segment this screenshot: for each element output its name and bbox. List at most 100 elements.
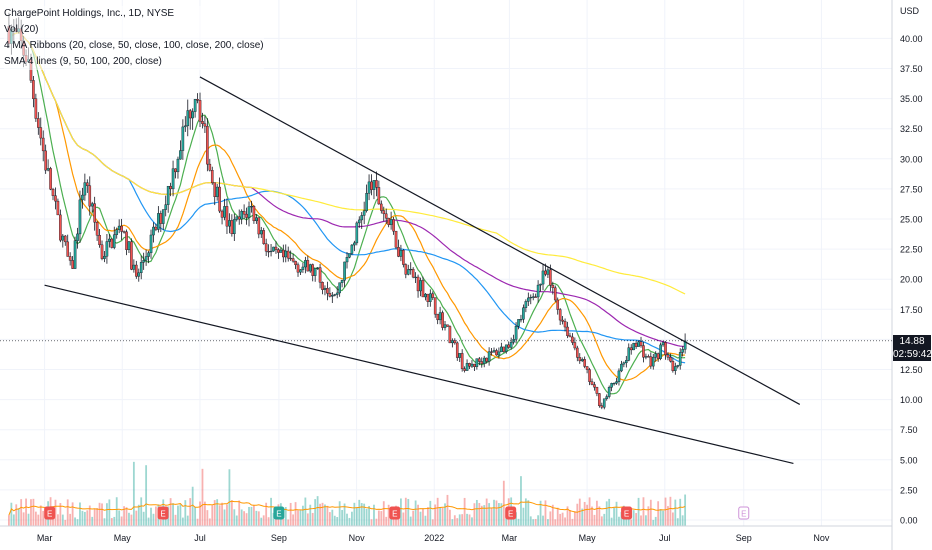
volume-bar xyxy=(27,513,30,526)
candle xyxy=(649,352,653,369)
volume-bar xyxy=(566,506,569,526)
volume-bar xyxy=(539,500,542,526)
volume-bar xyxy=(657,501,660,526)
candle xyxy=(328,287,332,298)
sma-9-line xyxy=(8,31,686,395)
candle xyxy=(132,259,136,273)
candle xyxy=(527,292,530,307)
candle xyxy=(372,180,376,200)
volume-bar xyxy=(132,461,135,526)
candle xyxy=(522,304,525,323)
candle xyxy=(576,345,579,362)
candle xyxy=(669,353,672,363)
x-tick-label: Jul xyxy=(194,533,206,543)
volume-bar xyxy=(321,502,324,526)
volume-bar xyxy=(93,508,96,526)
candle xyxy=(174,168,177,179)
candle xyxy=(416,274,420,298)
trendline-lower xyxy=(44,284,794,464)
volume-bar xyxy=(603,513,606,526)
volume-bar xyxy=(397,517,400,526)
volume-bar xyxy=(588,497,591,526)
volume-bar xyxy=(370,519,373,526)
candle xyxy=(463,366,466,373)
candle xyxy=(139,255,143,280)
candle xyxy=(676,364,680,369)
candle xyxy=(453,338,457,345)
candle xyxy=(169,182,172,197)
legend-vol[interactable]: Vol (20) xyxy=(4,24,39,35)
volume-bar xyxy=(235,515,238,526)
volume-bar xyxy=(527,500,530,526)
volume-bar xyxy=(8,515,10,526)
volume-bar xyxy=(431,519,434,526)
volume-bar xyxy=(191,486,194,526)
volume-bar xyxy=(275,514,277,526)
candle xyxy=(311,263,315,282)
x-tick-label: Jul xyxy=(659,533,671,543)
candle xyxy=(468,362,471,370)
volume-bar xyxy=(292,514,295,526)
trendlines[interactable] xyxy=(44,76,801,464)
volume-bar xyxy=(86,510,89,526)
legend-sma-lines[interactable]: SMA 4 lines (9, 50, 100, 200, close) xyxy=(4,56,162,67)
candle xyxy=(512,334,515,345)
candle xyxy=(517,319,520,330)
candle xyxy=(531,293,535,301)
volume-bar xyxy=(407,498,410,526)
candle xyxy=(255,214,258,224)
volume-bar xyxy=(458,514,461,526)
volume-bar xyxy=(57,514,59,526)
volume-bar xyxy=(556,507,559,526)
volume-bar xyxy=(297,510,299,526)
candle xyxy=(355,221,359,246)
volume-bar xyxy=(640,515,642,526)
candle xyxy=(78,190,82,243)
candle xyxy=(617,368,621,386)
volume-bar xyxy=(547,519,549,526)
volume-bar xyxy=(520,476,522,526)
candle xyxy=(108,234,111,248)
candle xyxy=(252,205,256,224)
legend-ma-ribbons[interactable]: 4 MA Ribbons (20, close, 50, close, 100,… xyxy=(4,40,264,51)
candle xyxy=(203,115,207,134)
candle xyxy=(353,240,356,252)
volume-bar xyxy=(250,506,253,526)
volume-bar xyxy=(434,504,437,526)
candle xyxy=(402,248,405,268)
volume-bar xyxy=(368,505,370,526)
last-price-label: 14.88 02:59:42 xyxy=(893,335,932,361)
candle xyxy=(546,266,550,278)
earnings-marker: E xyxy=(157,506,169,520)
volume-bar xyxy=(573,511,576,526)
volume-bar xyxy=(365,508,368,526)
volume-bar xyxy=(311,512,314,526)
candle xyxy=(409,262,413,275)
volume-bar xyxy=(424,515,427,526)
volume-bar xyxy=(196,518,199,526)
volume-bar xyxy=(34,511,37,526)
volume-bar xyxy=(400,498,402,526)
volume-bar xyxy=(108,499,111,526)
candle xyxy=(377,180,381,205)
volume-bar xyxy=(642,497,645,526)
candle xyxy=(296,262,300,277)
volume-bar xyxy=(544,500,547,526)
candle xyxy=(367,174,371,201)
volume-bar xyxy=(605,501,608,526)
volume-bar xyxy=(532,519,535,526)
volume-bar xyxy=(20,499,23,526)
y-tick-label: 5.00 xyxy=(900,455,918,465)
volume-bar xyxy=(439,507,442,526)
volume-bar xyxy=(375,518,378,526)
candle xyxy=(56,198,60,216)
volume-bar xyxy=(586,504,589,526)
volume-bar xyxy=(355,507,358,526)
svg-text:E: E xyxy=(508,510,513,519)
candle xyxy=(117,219,121,234)
volume-bar xyxy=(120,516,123,526)
volume-bar xyxy=(630,519,633,526)
volume-bar xyxy=(238,500,241,526)
